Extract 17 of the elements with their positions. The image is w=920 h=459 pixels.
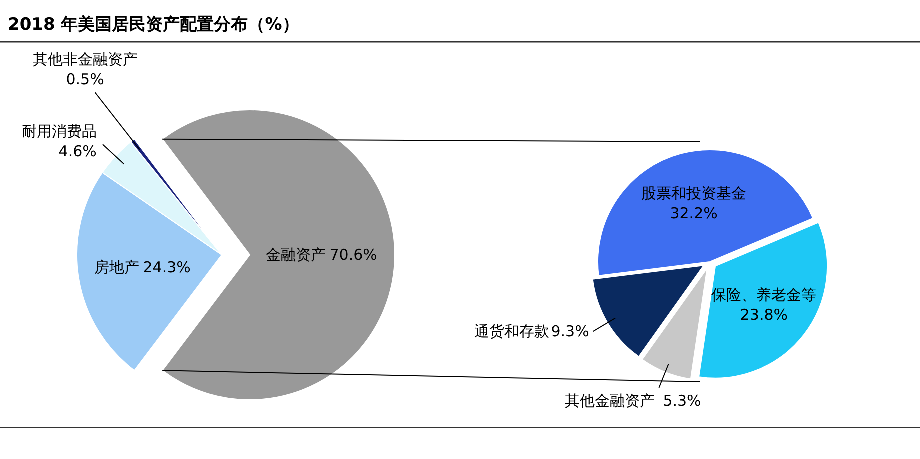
data-label: 32.2% (670, 204, 718, 222)
slice-label: 股票和投资基金 (642, 184, 747, 202)
data-label: 24.3% (143, 258, 191, 277)
slice-label: 其他金融资产 (565, 392, 656, 410)
data-label: 70.6% (330, 246, 378, 264)
slice-label: 房地产 (94, 258, 140, 277)
data-label: 9.3% (551, 322, 590, 341)
chart-title: 2018 年美国居民资产配置分布（%） (8, 15, 300, 35)
data-label: 23.8% (740, 306, 788, 324)
data-label: 4.6% (58, 142, 97, 161)
slice-label: 耐用消费品 (22, 122, 97, 141)
slice-label: 金融资产 (266, 246, 326, 264)
slice-label: 通货和存款 (474, 322, 550, 341)
slice-label: 保险、养老金等 (712, 286, 817, 304)
data-label: 0.5% (66, 70, 104, 89)
slice-label: 其他非金融资产 (32, 50, 138, 69)
data-label: 5.3% (663, 392, 702, 410)
